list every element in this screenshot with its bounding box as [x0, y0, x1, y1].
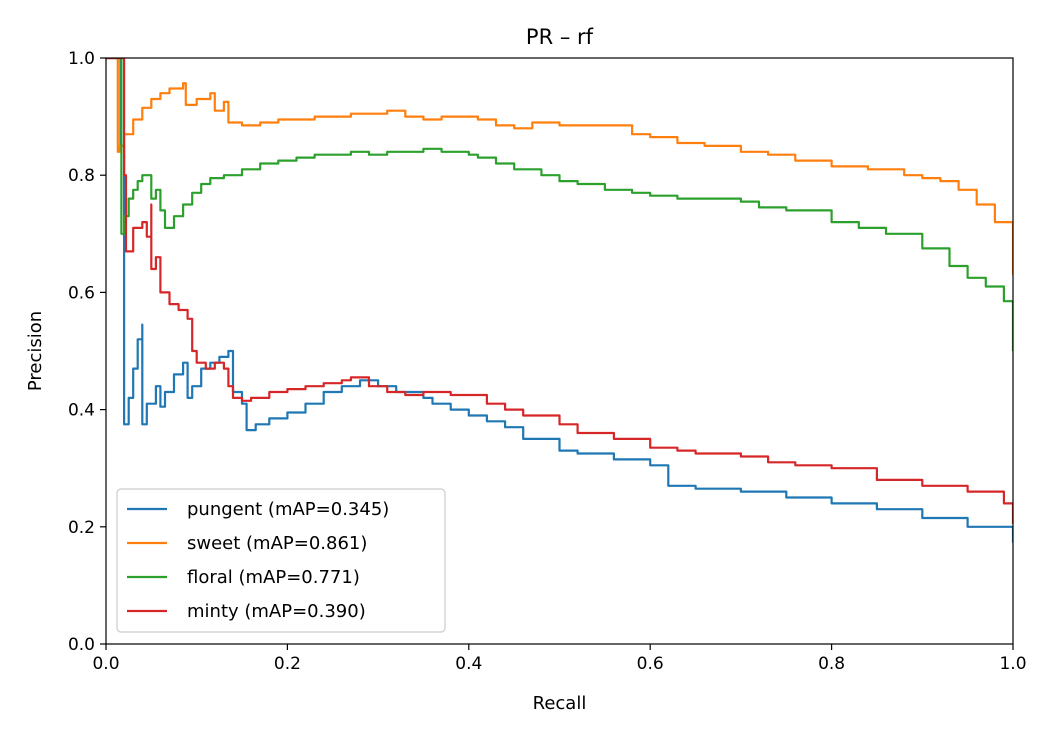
series-line-2: [106, 58, 1013, 351]
x-tick-label: 0.8: [818, 654, 845, 674]
y-tick-label: 0.6: [68, 283, 95, 303]
legend-entry-3: minty (mAP=0.390): [187, 601, 366, 622]
x-tick-label: 0.6: [637, 654, 664, 674]
legend-box: [116, 488, 446, 633]
x-tick-label: 0.4: [455, 654, 482, 674]
series-line-0: [106, 58, 1013, 543]
x-axis-label: Recall: [533, 693, 587, 714]
plot-frame: [105, 57, 1014, 645]
legend-entry-0: pungent (mAP=0.345): [187, 499, 389, 520]
x-tick-label: 0.2: [274, 654, 301, 674]
x-tick-label: 0.0: [92, 654, 119, 674]
legend-entry-1: sweet (mAP=0.861): [187, 533, 367, 554]
y-axis-label: Precision: [25, 311, 46, 391]
y-tick-label: 0.4: [68, 401, 95, 421]
y-tick-label: 0.8: [68, 166, 95, 186]
legend: pungent (mAP=0.345) sweet (mAP=0.861) flor…: [116, 488, 446, 633]
series-line-3: [106, 58, 1013, 524]
y-tick-label: 0.0: [68, 635, 95, 655]
x-tick-label: 1.0: [999, 654, 1026, 674]
y-axis-ticks: 0.0 0.2 0.4 0.6 0.8 1.0: [68, 49, 106, 655]
y-tick-label: 1.0: [68, 49, 95, 69]
legend-entry-2: floral (mAP=0.771): [187, 567, 360, 588]
y-tick-label: 0.2: [68, 518, 95, 538]
series-line-1: [106, 58, 1013, 275]
chart-title: PR – rf: [526, 25, 594, 49]
x-axis-ticks: 0.0 0.2 0.4 0.6 0.8 1.0: [92, 644, 1027, 674]
series-layer: [106, 58, 1013, 543]
